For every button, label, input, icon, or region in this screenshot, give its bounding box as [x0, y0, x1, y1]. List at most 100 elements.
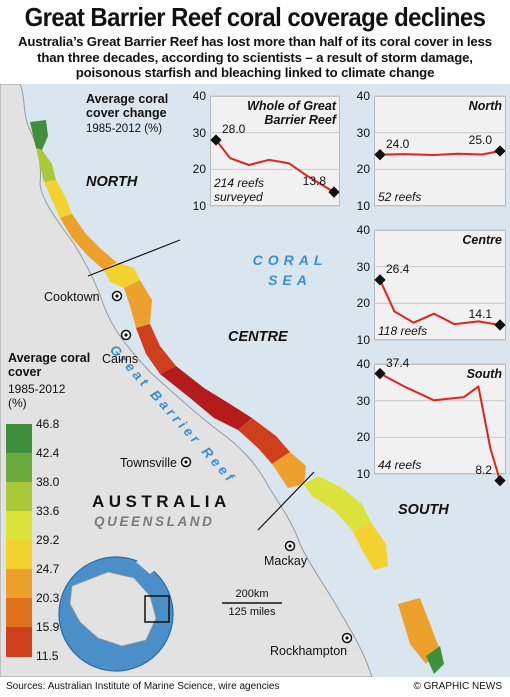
- y-tick-label: 40: [192, 89, 206, 103]
- legend-swatch: [6, 540, 32, 570]
- legend-title: Average coral cover: [8, 351, 91, 379]
- y-tick-label: 10: [192, 199, 206, 213]
- legend-value: 33.6: [36, 504, 60, 518]
- country-label: AUSTRALIA: [92, 492, 231, 511]
- start-point: [374, 149, 386, 161]
- reef-north-tip: [30, 120, 48, 150]
- y-tick-label: 40: [356, 357, 370, 371]
- reef-north-a: [36, 148, 56, 182]
- divider-centre-south: [257, 471, 315, 531]
- y-tick-label: 20: [356, 162, 370, 177]
- legend-swatch: [6, 598, 32, 628]
- end-value-label: 14.1: [468, 306, 492, 321]
- series-line: [379, 279, 501, 326]
- y-tick-label: 20: [356, 296, 370, 311]
- legend-swatch: [6, 627, 32, 657]
- city-marker-rockhampton: [341, 632, 353, 644]
- map-graphic: [0, 84, 444, 677]
- legend-value: 38.0: [36, 475, 60, 489]
- legend-scale: [6, 424, 32, 657]
- reef-south-a: [304, 476, 372, 530]
- start-point: [374, 274, 386, 286]
- city-label-rockhampton: Rockhampton: [270, 644, 348, 658]
- chart-name: North: [468, 99, 502, 113]
- legend-value: 29.2: [36, 533, 60, 547]
- city-marker-cooktown: [111, 290, 123, 302]
- page-title: Great Barrier Reef coral coverage declin…: [24, 2, 486, 32]
- city-marker-townsville: [180, 456, 192, 468]
- legend-value: 42.4: [36, 446, 60, 460]
- region-label-north: NORTH: [86, 174, 138, 190]
- legend-swatch: [6, 424, 32, 454]
- chart-name: South: [466, 367, 502, 381]
- divider-north-centre: [87, 239, 181, 277]
- chart-name: Whole of Great Barrier Reef: [247, 99, 336, 127]
- chart-footnote: 52 reefs: [378, 190, 422, 204]
- chart-south: 40 30 20 10 37.4 8.2 South 44 reefs: [348, 355, 508, 487]
- chart-header-years: 1985-2012 (%): [86, 123, 163, 135]
- start-value-label: 24.0: [386, 136, 410, 151]
- reef-south-b: [352, 524, 388, 570]
- start-value-label: 28.0: [222, 122, 246, 136]
- chart-plot: [374, 95, 506, 207]
- footer-credit: © GRAPHIC NEWS: [413, 681, 503, 692]
- legend-unit: (%): [8, 396, 27, 410]
- chart-header-title: Average coral cover change: [86, 92, 169, 120]
- y-tick-label: 40: [356, 223, 370, 237]
- reef-centre-e: [272, 452, 306, 488]
- land-mass: [0, 84, 373, 677]
- y-tick-label: 10: [356, 199, 370, 213]
- y-tick-label: 10: [356, 467, 370, 481]
- reef-centre-d: [238, 418, 290, 464]
- legend-value: 15.9: [36, 620, 60, 634]
- chart-north: 40 30 20 10 24.0 25.0 North 52 reefs: [348, 88, 508, 214]
- legend-value: 46.8: [36, 417, 60, 431]
- chart-centre: 40 30 20 10 26.4 14.1 Centre 118 reefs: [348, 222, 508, 348]
- reef-centre-c: [160, 366, 252, 430]
- start-point: [374, 367, 386, 380]
- end-point: [494, 145, 506, 157]
- city-label-townsville: Townsville: [120, 456, 177, 470]
- y-tick-label: 30: [356, 393, 370, 408]
- chart-panel: [210, 96, 340, 206]
- reef-centre-a: [124, 280, 152, 328]
- start-value-label: 37.4: [386, 355, 410, 370]
- footer: Sources: Australian Institute of Marine …: [0, 677, 510, 697]
- legend-years: 1985-2012: [8, 382, 66, 396]
- chart-plot: [374, 363, 506, 487]
- city-label-cairns: Cairns: [102, 352, 139, 366]
- city-marker-cairns: [120, 329, 132, 341]
- legend-swatch: [6, 511, 32, 541]
- legend-value: 11.5: [36, 649, 59, 663]
- chart-footnote: 44 reefs: [378, 458, 422, 472]
- chart-plot: [210, 95, 340, 207]
- footer-sources: Sources: Australian Institute of Marine …: [6, 681, 280, 692]
- legend-swatch: [6, 453, 32, 483]
- sea-label: CORAL SEA: [252, 252, 328, 288]
- chart-footnote: 214 reefs surveyed: [214, 176, 265, 204]
- y-tick-label: 30: [356, 259, 370, 274]
- legend-swatch: [6, 482, 32, 512]
- scale-km: 200km: [235, 588, 269, 600]
- city-label-mackay: Mackay: [264, 554, 308, 568]
- page-subtitle: Australia’s Great Barrier Reef has lost …: [17, 34, 492, 80]
- series-line: [379, 150, 501, 156]
- scale-miles: 125 miles: [228, 606, 276, 618]
- end-value-label: 13.8: [302, 174, 326, 189]
- chart-footnote: 118 reefs: [378, 324, 428, 338]
- end-point: [328, 186, 340, 198]
- y-tick-label: 10: [356, 333, 370, 347]
- end-value-label: 25.0: [468, 133, 492, 147]
- reef-north-d: [104, 262, 140, 288]
- state-label: QUEENSLAND: [94, 514, 215, 529]
- y-tick-label: 30: [356, 125, 370, 140]
- series-line: [215, 139, 335, 193]
- y-tick-label: 30: [192, 125, 206, 140]
- reef-centre-b: [136, 324, 176, 374]
- reef-south-d: [426, 646, 444, 674]
- y-tick-label: 20: [356, 430, 370, 445]
- legend-values: 46.8 42.4 38.0 33.6 29.2 24.7 20.3 15.9 11.5: [36, 417, 76, 677]
- reef-north-c: [60, 214, 116, 270]
- y-tick-label: 20: [192, 162, 206, 177]
- chart-plot: [374, 229, 506, 341]
